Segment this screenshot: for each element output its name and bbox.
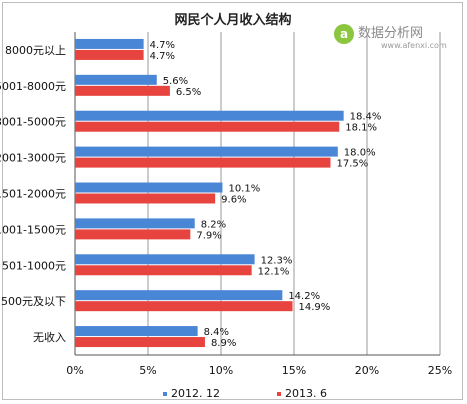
data-label: 7.9% xyxy=(196,230,221,241)
legend-entry: 2012. 12 xyxy=(171,387,220,400)
category-label: 2001-3000元 xyxy=(0,152,66,165)
data-label: 4.7% xyxy=(150,51,175,62)
x-tick-label: 25% xyxy=(428,364,452,377)
x-tick-label: 0% xyxy=(66,364,83,377)
bar xyxy=(75,146,338,157)
bar xyxy=(75,74,157,85)
category-label: 1501-2000元 xyxy=(0,188,66,201)
bar xyxy=(75,326,198,337)
data-label: 8.2% xyxy=(201,219,226,230)
x-tick-label: 5% xyxy=(139,364,156,377)
data-label: 18.4% xyxy=(350,112,382,123)
x-tick-label: 10% xyxy=(209,364,233,377)
bar xyxy=(75,157,331,168)
x-tick-label: 20% xyxy=(355,364,379,377)
bar xyxy=(75,290,283,301)
bar xyxy=(75,301,293,312)
x-tick-label: 15% xyxy=(282,364,306,377)
watermark-logo: a 数据分析网 www.afenxi.com xyxy=(334,24,447,50)
bar xyxy=(75,265,252,276)
legend-swatch xyxy=(277,392,281,396)
data-label: 4.7% xyxy=(150,40,175,51)
data-label: 14.9% xyxy=(299,302,331,313)
data-label: 8.9% xyxy=(211,338,236,349)
bar xyxy=(75,193,216,204)
legend-entry: 2013. 6 xyxy=(285,387,327,400)
data-label: 12.3% xyxy=(261,255,293,266)
bar xyxy=(75,121,340,132)
data-label: 6.5% xyxy=(176,87,201,98)
chart-title: 网民个人月收入结构 xyxy=(174,12,291,28)
watermark-main-text: 数据分析网 xyxy=(358,26,423,41)
category-label: 1001-1500元 xyxy=(0,223,66,236)
category-label: 500元及以下 xyxy=(1,295,66,308)
bar xyxy=(75,218,195,229)
data-label: 14.2% xyxy=(288,291,320,302)
category-labels: 8000元以上 5001-8000元 3001-5000元 2001-3000元 150… xyxy=(0,44,66,344)
bar xyxy=(75,337,205,348)
category-label: 无收入 xyxy=(33,330,66,344)
category-label: 8000元以上 xyxy=(5,44,66,57)
category-label: 3001-5000元 xyxy=(0,116,66,129)
data-label: 18.1% xyxy=(345,123,377,134)
data-label: 18.0% xyxy=(344,148,376,159)
bar xyxy=(75,49,144,60)
data-label: 8.4% xyxy=(204,327,229,338)
bars: 4.7%4.7% 5.6%6.5% 18.4%18.1% 18.0%17.5% 10.1… xyxy=(75,38,382,349)
category-label: 501-1000元 xyxy=(2,259,66,272)
svg-text:a: a xyxy=(340,27,348,41)
data-label: 5.6% xyxy=(163,76,188,87)
bar xyxy=(75,110,344,121)
chart-frame xyxy=(2,2,463,400)
data-label: 17.5% xyxy=(337,159,369,170)
data-label: 12.1% xyxy=(258,266,290,277)
legend-swatch xyxy=(163,392,167,396)
bar xyxy=(75,38,144,49)
leaf-logo-icon xyxy=(334,24,354,44)
x-axis-ticks: 0% 5% 10% 15% 20% 25% xyxy=(66,364,452,377)
bar xyxy=(75,254,255,265)
watermark-sub-text: www.afenxi.com xyxy=(381,41,447,50)
bar xyxy=(75,229,191,240)
category-label: 5001-8000元 xyxy=(0,80,66,93)
bar xyxy=(75,85,170,96)
legend: 2012. 12 2013. 6 xyxy=(163,387,327,400)
bar xyxy=(75,182,223,193)
data-label: 10.1% xyxy=(228,184,260,195)
data-label: 9.6% xyxy=(221,195,246,206)
